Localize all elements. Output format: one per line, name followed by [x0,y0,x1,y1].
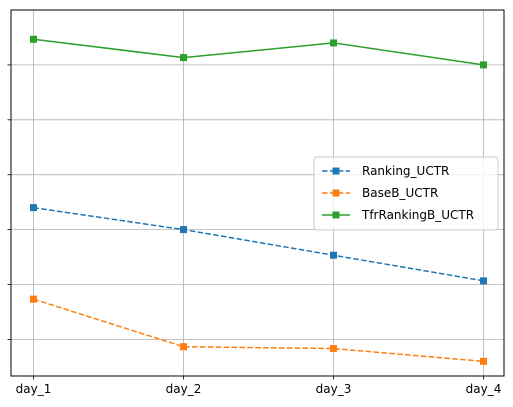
series-line-2 [33,298,484,363]
legend-marker-3 [332,211,340,219]
x-tick-label: day_4 [466,382,502,396]
series-3-marker [480,61,487,69]
series-1-marker [180,226,187,234]
series-3-marker [330,39,337,47]
legend: Ranking_UCTR BaseB_UCTR TfrRankingB_UCTR [313,156,499,231]
legend-label-2: BaseB_UCTR [362,186,438,200]
series-1-marker [480,277,487,285]
series-1-marker [330,251,337,259]
series-group [30,35,487,365]
series-3-marker [30,35,37,43]
series-1-marker [30,204,37,212]
ticks: day_1 day_2 day_3 day_4 [7,64,502,396]
legend-label-3: TfrRankingB_UCTR [361,208,474,222]
x-tick-label: day_1 [16,382,52,396]
legend-marker-1 [332,167,340,175]
series-2-marker [330,345,337,353]
legend-marker-2 [332,189,340,197]
series-line-3 [33,38,484,66]
series-2-marker [480,357,487,365]
series-3-marker [180,54,187,62]
series-line-1 [33,206,484,282]
x-tick-label: day_3 [316,382,352,396]
axes-frame [10,9,505,377]
series-2-marker [30,295,37,303]
legend-label-1: Ranking_UCTR [362,164,449,178]
x-tick-label: day_2 [166,382,202,396]
legend-box [313,156,499,231]
series-2-marker [180,343,187,351]
